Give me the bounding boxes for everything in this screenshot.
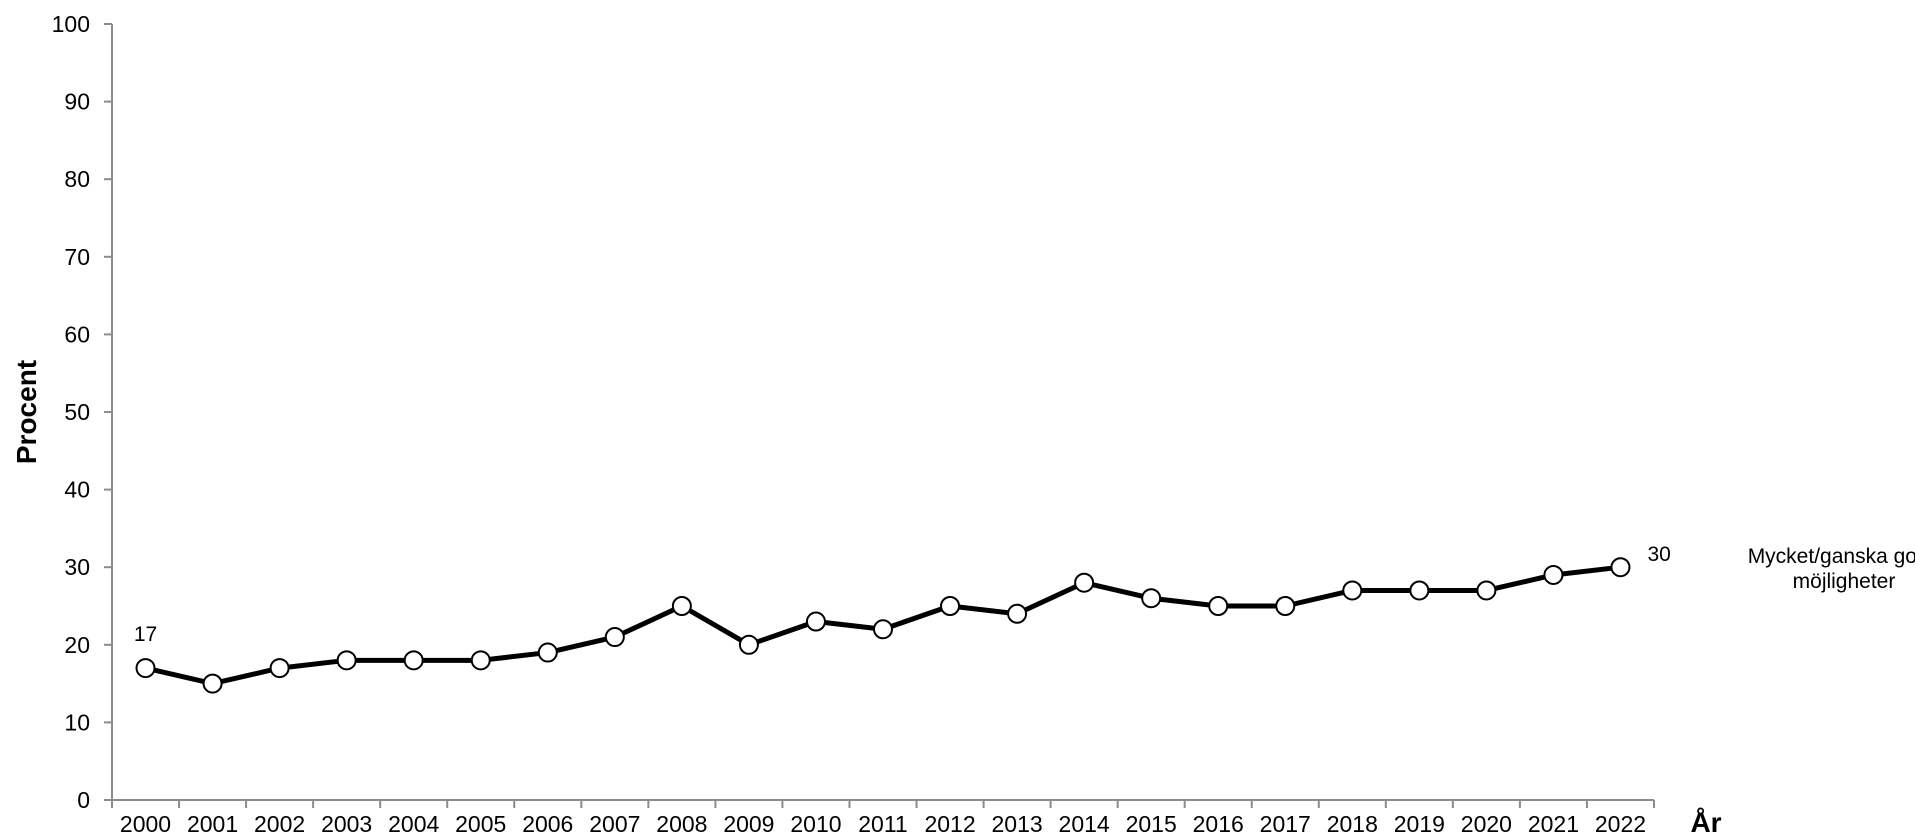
y-tick-label: 80 bbox=[64, 166, 90, 192]
x-tick-label: 2001 bbox=[187, 811, 238, 837]
x-tick-label: 2002 bbox=[254, 811, 305, 837]
x-tick-label: 2020 bbox=[1461, 811, 1512, 837]
y-tick-label: 60 bbox=[64, 321, 90, 347]
x-tick-label: 2022 bbox=[1595, 811, 1646, 837]
labels-group: År Procent Mycket/ganska godamöjligheter 17… bbox=[11, 360, 1915, 838]
data-point bbox=[1610, 557, 1631, 578]
data-point bbox=[1543, 564, 1564, 585]
y-tick-label: 40 bbox=[64, 477, 90, 503]
data-point bbox=[1208, 596, 1229, 616]
y-tick-label: 20 bbox=[64, 632, 90, 658]
data-point bbox=[403, 650, 424, 671]
data-point bbox=[738, 634, 759, 655]
x-tick-label: 2017 bbox=[1260, 811, 1311, 837]
data-point bbox=[336, 650, 357, 671]
data-point bbox=[1007, 603, 1028, 624]
data-point bbox=[1141, 588, 1162, 609]
x-tick-label: 2016 bbox=[1193, 811, 1244, 837]
x-tick-label: 2011 bbox=[858, 811, 907, 837]
data-point bbox=[873, 619, 893, 640]
x-tick-label: 2014 bbox=[1059, 811, 1110, 837]
data-point bbox=[671, 596, 692, 616]
y-tick-label: 10 bbox=[64, 709, 90, 735]
data-point bbox=[1074, 572, 1095, 593]
y-tick-label: 50 bbox=[64, 399, 90, 425]
x-tick-label: 2019 bbox=[1394, 811, 1445, 837]
data-point bbox=[269, 658, 290, 679]
x-axis-title: År bbox=[1690, 807, 1721, 838]
x-tick-label: 2007 bbox=[589, 811, 640, 837]
series-label: Mycket/ganska goda bbox=[1748, 545, 1915, 568]
x-tick-label: 2006 bbox=[522, 811, 573, 837]
data-label: 17 bbox=[134, 623, 157, 646]
y-tick-label: 0 bbox=[77, 787, 90, 813]
y-axis-title: Procent bbox=[11, 360, 42, 464]
x-tick-label: 2012 bbox=[924, 811, 975, 837]
x-tick-label: 2021 bbox=[1528, 811, 1579, 837]
data-point bbox=[940, 596, 961, 616]
y-tick-label: 90 bbox=[64, 89, 90, 115]
y-tick-label: 100 bbox=[52, 11, 90, 37]
x-tick-label: 2010 bbox=[790, 811, 841, 837]
data-point bbox=[1275, 596, 1296, 616]
data-point bbox=[1476, 580, 1497, 601]
x-tick-label: 2018 bbox=[1327, 811, 1378, 837]
x-tick-label: 2015 bbox=[1126, 811, 1177, 837]
x-tick-label: 2005 bbox=[455, 811, 506, 837]
y-tick-label: 70 bbox=[64, 244, 90, 270]
x-tick-label: 2008 bbox=[656, 811, 707, 837]
series-label: möjligheter bbox=[1793, 570, 1896, 593]
axes bbox=[111, 24, 1654, 801]
data-point bbox=[470, 650, 491, 671]
x-tick-label: 2009 bbox=[723, 811, 774, 837]
data-point bbox=[202, 673, 223, 694]
data-label: 30 bbox=[1647, 543, 1670, 566]
data-point bbox=[135, 658, 156, 679]
x-tick-label: 2004 bbox=[388, 811, 439, 837]
x-tick-label: 2013 bbox=[992, 811, 1043, 837]
y-tick-label: 30 bbox=[64, 554, 90, 580]
axis-ticks: 0 10 20 30 40 50 60 70 80 90 100 2000 2001 2002 2003 20… bbox=[52, 11, 1655, 837]
data-point bbox=[604, 627, 625, 648]
data-point bbox=[805, 611, 826, 632]
x-tick-label: 2003 bbox=[321, 811, 372, 837]
data-point bbox=[537, 642, 558, 663]
data-point bbox=[1409, 580, 1430, 601]
data-point bbox=[1342, 580, 1363, 601]
x-tick-label: 2000 bbox=[120, 811, 171, 837]
series-group bbox=[135, 557, 1631, 694]
